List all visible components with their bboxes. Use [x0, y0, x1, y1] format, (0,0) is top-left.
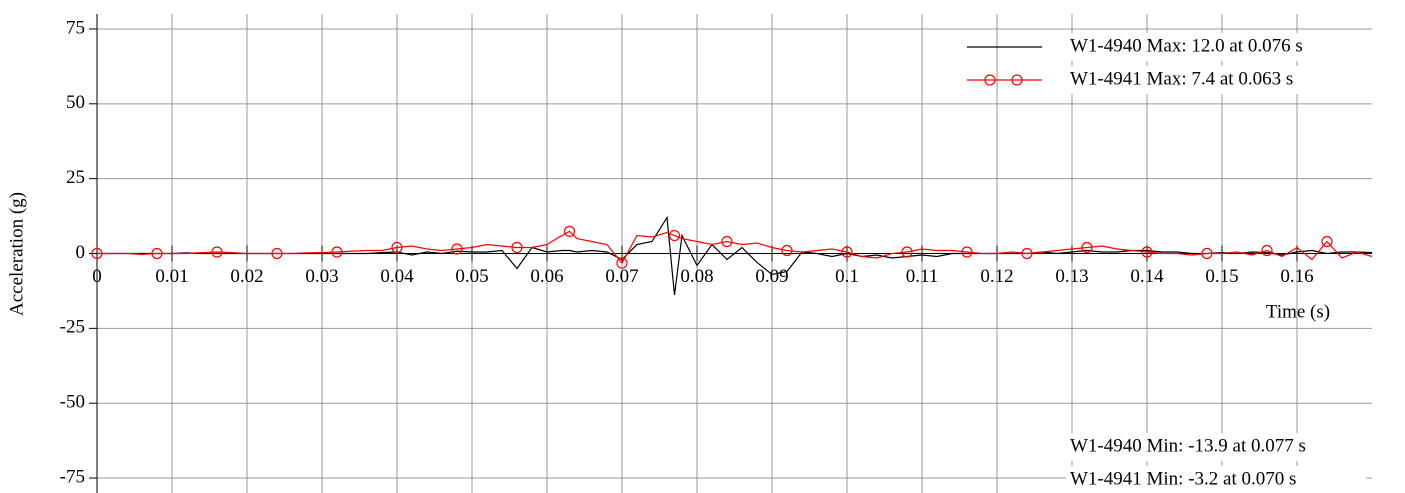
x-tick-label: 0.05	[455, 266, 488, 287]
legend-marker	[984, 74, 996, 86]
series-marker	[151, 247, 163, 260]
series-marker	[271, 247, 283, 260]
legend-background	[1060, 66, 1370, 94]
series-marker	[1321, 235, 1333, 248]
x-axis-label: Time (s)	[1266, 301, 1330, 322]
series-marker	[511, 241, 523, 254]
x-tick-label: 0.07	[605, 266, 638, 287]
legend-background	[1060, 33, 1370, 61]
series-marker	[451, 243, 463, 255]
y-tick-label: 0	[76, 242, 86, 263]
series-line	[97, 215, 1373, 296]
x-tick-label: 0.09	[755, 266, 788, 287]
y-tick-label: -75	[60, 466, 85, 487]
x-tick-label: 0.01	[155, 266, 188, 287]
annotation-background	[1066, 433, 1366, 461]
annotation-background	[1066, 466, 1366, 493]
series-marker	[211, 246, 223, 258]
annotation: W1-4941 Min: -3.2 at 0.070 s	[1070, 468, 1296, 489]
series-marker	[721, 235, 733, 248]
series-marker	[616, 257, 628, 269]
series-line	[97, 230, 1373, 265]
x-tick-label: 0.13	[1055, 266, 1088, 287]
series-marker	[1201, 247, 1213, 260]
x-tick-label: 0.16	[1280, 266, 1313, 287]
x-tick-label: 0.02	[230, 266, 263, 287]
legend-marker	[1011, 74, 1023, 86]
x-tick-label: 0.14	[1130, 266, 1164, 287]
series-marker	[563, 225, 576, 237]
series-marker	[91, 247, 103, 260]
series-marker	[841, 246, 853, 258]
series-marker	[1261, 244, 1273, 257]
y-tick-label: -50	[60, 392, 85, 413]
series-marker	[331, 246, 343, 258]
legend-label: W1-4940 Max: 12.0 at 0.076 s	[1070, 35, 1303, 56]
x-tick-label: 0.04	[380, 266, 414, 287]
y-tick-label: -25	[60, 317, 85, 338]
series-marker	[961, 246, 973, 258]
y-tick-label: 25	[66, 167, 85, 188]
x-tick-label: 0.15	[1205, 266, 1238, 287]
x-tick-label: 0.11	[906, 266, 939, 287]
series-marker	[1081, 241, 1093, 254]
annotation: W1-4940 Min: -13.9 at 0.077 s	[1070, 435, 1306, 456]
x-tick-label: 0.06	[530, 266, 563, 287]
series-marker	[1141, 246, 1153, 258]
series-marker	[668, 229, 681, 242]
y-tick-label: 50	[66, 92, 85, 113]
y-tick-label: 75	[66, 17, 85, 38]
series-marker	[781, 244, 793, 257]
series-marker	[1021, 247, 1033, 260]
x-tick-label: 0.12	[980, 266, 1013, 287]
x-tick-label: 0.08	[680, 266, 713, 287]
x-tick-label: 0.1	[835, 266, 859, 287]
legend-label: W1-4941 Max: 7.4 at 0.063 s	[1070, 68, 1293, 89]
series-marker	[901, 246, 913, 258]
y-axis-label: Acceleration (g)	[6, 192, 27, 316]
x-tick-label: 0.03	[305, 266, 338, 287]
series-marker	[391, 241, 403, 254]
